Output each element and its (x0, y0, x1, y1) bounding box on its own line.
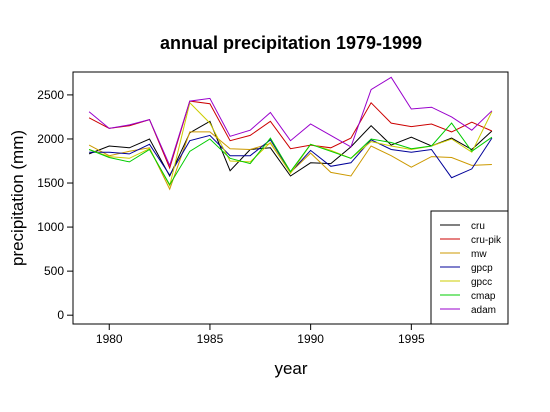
y-tick-label: 2000 (37, 132, 64, 146)
y-tick-label: 2500 (37, 88, 64, 102)
x-axis: 1980 1985 1990 1995 (96, 324, 425, 346)
x-tick-label: 1980 (96, 332, 123, 346)
chart-title: annual precipitation 1979-1999 (160, 33, 422, 53)
legend-items: cru cru-pik mw gpcp gpcc cmap adam (440, 221, 502, 316)
legend-label-gpcc: gpcc (471, 277, 492, 288)
y-tick-label: 0 (57, 308, 64, 322)
series-line-cmap (88, 122, 493, 186)
legend-label-cru-pik: cru-pik (471, 235, 502, 246)
legend-label-gpcp: gpcp (471, 263, 493, 274)
legend-label-adam: adam (471, 305, 496, 316)
y-tick-label: 1500 (37, 176, 64, 190)
y-tick-label: 1000 (37, 220, 64, 234)
legend-label-mw: mw (471, 249, 487, 260)
x-tick-label: 1985 (197, 332, 224, 346)
x-tick-label: 1995 (398, 332, 425, 346)
y-axis-label: precipitation (mm) (8, 130, 27, 266)
legend-label-cru: cru (471, 221, 485, 232)
plot-frame (72, 71, 509, 325)
y-tick-label: 500 (44, 264, 64, 278)
series-line-cru-pik (88, 100, 493, 170)
series-layer (88, 76, 493, 191)
series-line-adam (88, 76, 493, 167)
legend-label-cmap: cmap (471, 291, 496, 302)
series-line-cru (88, 120, 493, 178)
legend: cru cru-pik mw gpcp gpcc cmap adam (430, 210, 509, 325)
x-axis-label: year (274, 359, 307, 378)
y-axis: 0 500 1000 1500 2000 2500 (37, 88, 73, 322)
x-tick-label: 1990 (297, 332, 324, 346)
